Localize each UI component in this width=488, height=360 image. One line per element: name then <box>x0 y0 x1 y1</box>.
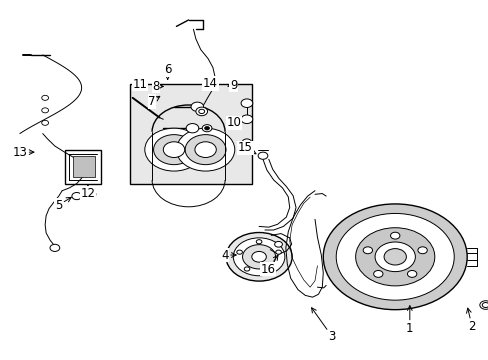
Circle shape <box>233 238 285 276</box>
Circle shape <box>390 232 399 239</box>
Circle shape <box>336 213 453 300</box>
Text: 10: 10 <box>226 116 241 129</box>
Circle shape <box>163 142 184 157</box>
Circle shape <box>225 233 291 281</box>
Circle shape <box>191 102 203 111</box>
Bar <box>73 156 95 177</box>
Circle shape <box>251 251 266 262</box>
Circle shape <box>202 125 211 132</box>
Bar <box>64 150 101 184</box>
Circle shape <box>258 152 267 159</box>
Circle shape <box>196 107 207 116</box>
Circle shape <box>185 135 225 165</box>
Text: 7: 7 <box>148 95 160 108</box>
Text: 13: 13 <box>12 146 34 159</box>
Text: 6: 6 <box>163 63 171 79</box>
Circle shape <box>268 267 273 271</box>
Text: 12: 12 <box>80 185 95 200</box>
Text: 16: 16 <box>260 255 278 276</box>
Circle shape <box>383 249 406 265</box>
Circle shape <box>241 115 252 123</box>
Text: 11: 11 <box>132 78 147 91</box>
Circle shape <box>481 302 488 307</box>
Circle shape <box>242 245 275 269</box>
Circle shape <box>407 270 416 277</box>
Circle shape <box>244 267 249 271</box>
Text: 15: 15 <box>238 141 255 154</box>
Circle shape <box>417 247 427 254</box>
Circle shape <box>355 228 434 286</box>
Circle shape <box>144 128 203 171</box>
Circle shape <box>204 126 209 130</box>
Circle shape <box>374 242 414 271</box>
Circle shape <box>363 247 372 254</box>
Circle shape <box>274 242 282 247</box>
Text: 3: 3 <box>311 308 335 343</box>
Text: 14: 14 <box>203 77 218 90</box>
Circle shape <box>256 240 262 244</box>
Circle shape <box>323 204 466 310</box>
Text: 4: 4 <box>221 248 236 261</box>
Circle shape <box>199 109 204 113</box>
Text: 8: 8 <box>152 80 163 93</box>
Circle shape <box>236 250 242 254</box>
Circle shape <box>72 193 81 200</box>
Text: 2: 2 <box>466 308 475 333</box>
Circle shape <box>41 108 48 113</box>
Circle shape <box>153 135 194 165</box>
Circle shape <box>41 95 48 100</box>
Circle shape <box>176 128 234 171</box>
Circle shape <box>50 244 60 251</box>
Text: 9: 9 <box>227 79 237 92</box>
Circle shape <box>186 123 199 133</box>
Text: 1: 1 <box>405 306 413 335</box>
Circle shape <box>41 120 48 125</box>
Text: 5: 5 <box>55 197 71 212</box>
Circle shape <box>275 250 281 254</box>
Circle shape <box>242 139 251 146</box>
Bar <box>130 84 251 184</box>
Circle shape <box>373 270 382 277</box>
Circle shape <box>195 142 216 157</box>
Circle shape <box>241 99 252 108</box>
Circle shape <box>479 301 488 309</box>
